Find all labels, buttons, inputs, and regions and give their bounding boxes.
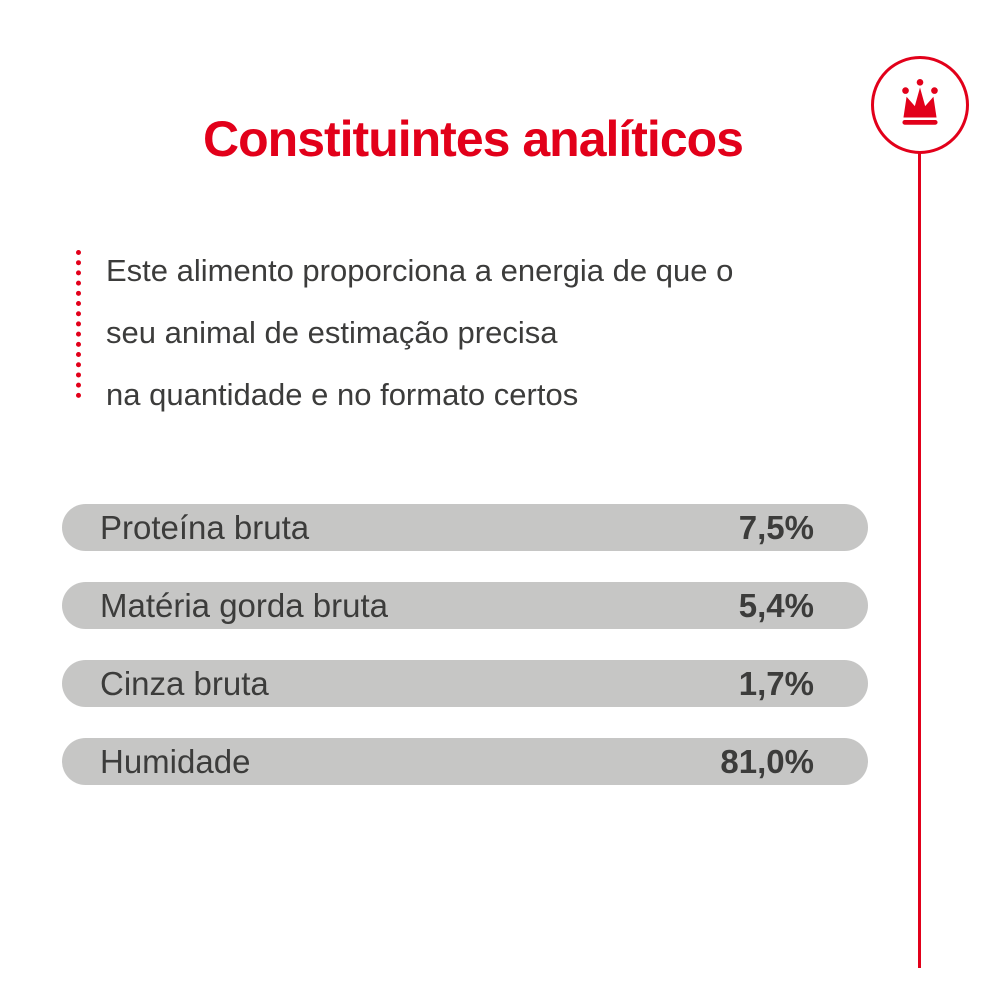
brand-logo-circle (871, 56, 969, 154)
table-row: Cinza bruta 1,7% (62, 660, 868, 707)
table-row: Humidade 81,0% (62, 738, 868, 785)
row-label: Proteína bruta (100, 508, 310, 546)
row-label: Matéria gorda bruta (100, 586, 388, 624)
description-text: Este alimento proporciona a energia de q… (106, 240, 866, 426)
analytical-constituents-table: Proteína bruta 7,5% Matéria gorda bruta … (62, 504, 868, 785)
page-title: Constituintes analíticos (203, 110, 744, 167)
table-row: Proteína bruta 7,5% (62, 504, 868, 551)
row-value: 7,5% (738, 508, 814, 546)
row-value: 81,0% (720, 742, 814, 780)
row-label: Humidade (100, 742, 251, 780)
description-line: na quantidade e no formato certos (106, 377, 579, 412)
row-label: Cinza bruta (100, 664, 269, 702)
table-row: Matéria gorda bruta 5,4% (62, 582, 868, 629)
dotted-accent-line (76, 250, 81, 398)
row-value: 5,4% (738, 586, 814, 624)
description-line: Este alimento proporciona a energia de q… (106, 253, 734, 288)
row-value: 1,7% (738, 664, 814, 702)
right-accent-line (918, 150, 921, 968)
crown-icon (889, 72, 951, 139)
description-line: seu animal de estimação precisa (106, 315, 558, 350)
